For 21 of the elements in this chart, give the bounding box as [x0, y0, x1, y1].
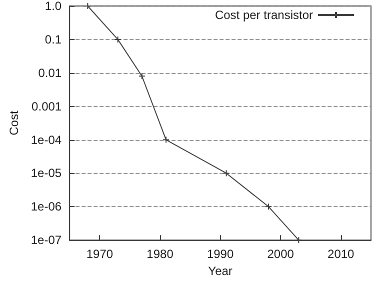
y-tick-label: 1e-05 — [30, 166, 62, 180]
point — [265, 203, 272, 210]
point — [222, 170, 230, 177]
y-tick-label: 0.001 — [32, 99, 62, 114]
y-tick-label: 1.0 — [44, 0, 62, 13]
x-tick-label: 1970 — [86, 247, 114, 262]
point — [114, 36, 122, 43]
legend-label: Cost per transistor — [214, 8, 313, 22]
x-tick-label: 1990 — [206, 247, 234, 262]
x-tick-label: 1980 — [146, 247, 174, 262]
point — [162, 136, 170, 144]
y-tick-label: 1e-07 — [30, 233, 62, 248]
x-tick-label: 2000 — [267, 247, 294, 262]
y-tick-label: 1e-04 — [30, 132, 62, 147]
y-tick-label: 0.01 — [38, 66, 62, 80]
x-axis-title: Year — [208, 264, 232, 278]
point — [138, 72, 146, 80]
y-tick-label: 0.1 — [44, 32, 62, 46]
y-tick-label: 1e-06 — [30, 200, 62, 214]
y-axis-title: Cost — [7, 110, 21, 136]
x-tick-label: 2010 — [328, 247, 355, 262]
